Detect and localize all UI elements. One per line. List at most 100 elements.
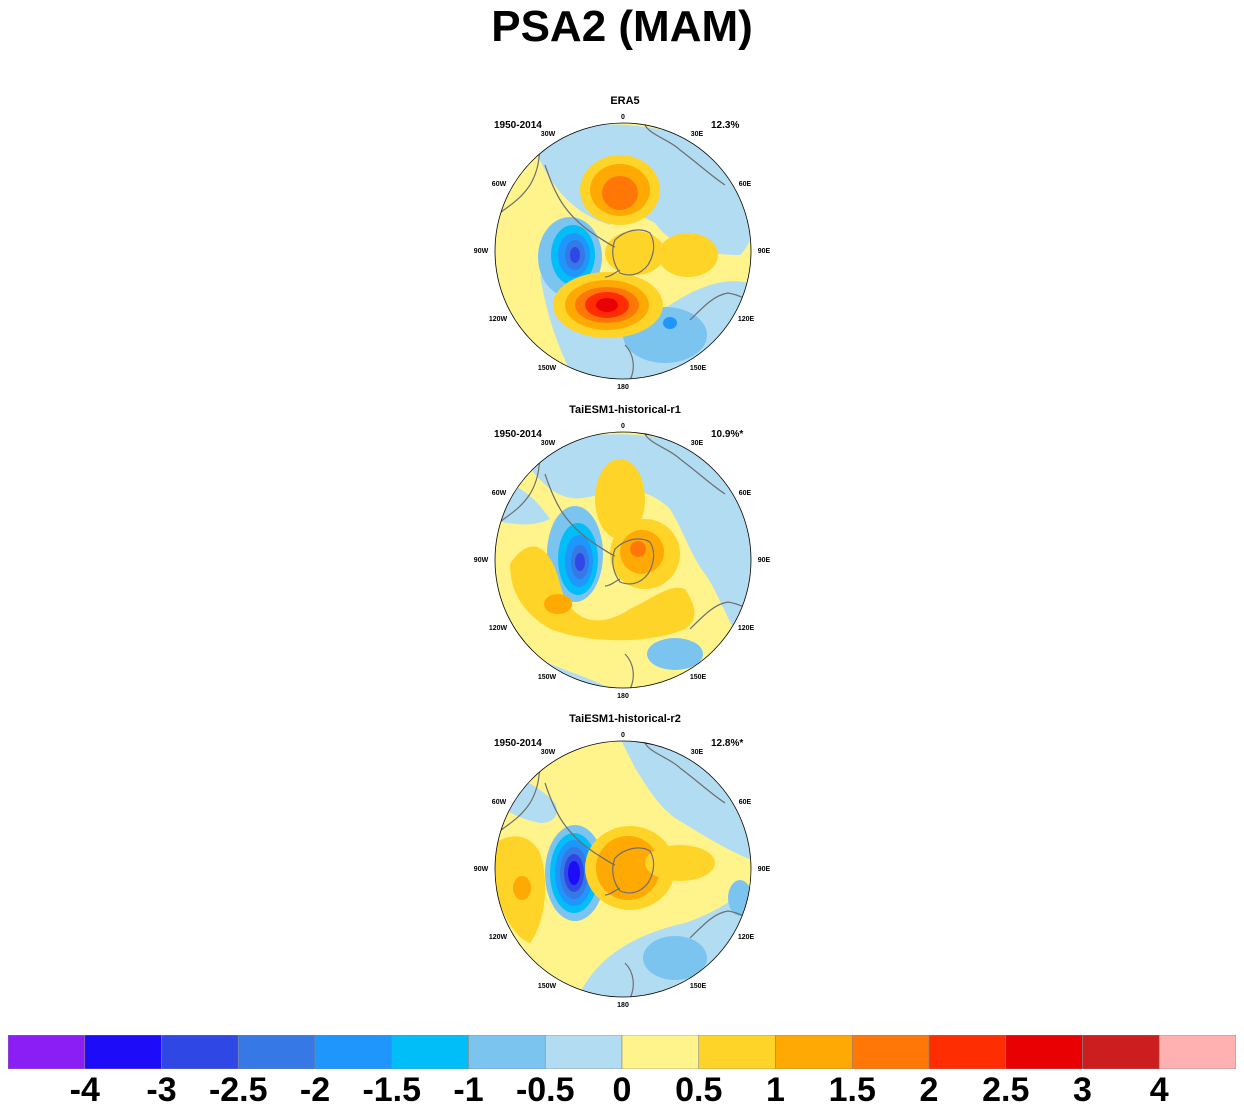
coastlines — [499, 433, 751, 688]
colorbar-tick-label: -0.5 — [515, 1071, 575, 1109]
colorbar-box — [1005, 1035, 1083, 1069]
colorbar-box — [1158, 1035, 1236, 1069]
period-label: 1950-2014 — [494, 429, 542, 440]
colorbar-box — [851, 1035, 930, 1069]
polar-map: 0 30E 60E 90E 120E 150E 180 150W 120W 90… — [474, 114, 771, 391]
lon-label: 30W — [541, 131, 556, 138]
polar-map: 0 30E 60E 90E 120E 150E 180 150W 120W 90… — [474, 732, 771, 1009]
colorbar-box — [928, 1035, 1007, 1069]
lon-label: 0 — [621, 423, 625, 430]
lon-label: 180 — [617, 1002, 629, 1009]
lon-label: 30W — [541, 440, 556, 447]
longitude-labels: 0 30E 60E 90E 120E 150E 180 150W 120W 90… — [474, 114, 771, 391]
negative-anomaly-center — [575, 553, 585, 571]
variance-label: 12.3% — [711, 120, 740, 131]
lon-label: 90E — [758, 248, 771, 255]
colorbar — [8, 1035, 1236, 1069]
colorbar-tick-label: -2 — [299, 1071, 331, 1109]
positive-anomaly-center — [602, 176, 638, 210]
colorbar-tick-label: -2.5 — [208, 1071, 268, 1109]
lon-label: 150W — [538, 983, 557, 990]
variance-label: 12.8%* — [711, 738, 744, 749]
colorbar-box — [775, 1035, 853, 1069]
lon-label: 90W — [474, 248, 489, 255]
colorbar-box — [8, 1035, 86, 1069]
colorbar-tick-label: 1 — [766, 1071, 785, 1109]
lon-label: 0 — [621, 114, 625, 121]
colorbar-tick-label: -4 — [69, 1071, 100, 1109]
longitude-labels: 0 30E 60E 90E 120E 150E 180 150W 120W 90… — [474, 732, 771, 1009]
colorbar-tick-label: -1 — [453, 1071, 484, 1109]
positive-anomaly-center — [596, 298, 618, 312]
negative-anomaly-center — [570, 247, 580, 263]
lon-label: 30W — [541, 749, 556, 756]
positive-anomaly-region — [510, 546, 695, 641]
lon-label: 150E — [690, 365, 707, 372]
lon-label: 60E — [739, 490, 752, 497]
lon-label: 150W — [538, 674, 557, 681]
lon-label: 90W — [474, 866, 489, 873]
colorbar-box — [621, 1035, 700, 1069]
colorbar-box — [391, 1035, 469, 1069]
positive-anomaly-region — [595, 459, 645, 539]
panel-title: TaiESM1-historical-r1 — [569, 404, 681, 416]
colorbar-box — [1082, 1035, 1160, 1069]
figure-title: PSA2 (MAM) — [491, 2, 753, 51]
lon-label: 30E — [691, 440, 704, 447]
lon-label: 180 — [617, 693, 629, 700]
lon-label: 120E — [738, 934, 755, 941]
positive-anomaly-region — [544, 594, 572, 614]
colorbar-tick-label: -1.5 — [362, 1071, 422, 1109]
colorbar-box — [544, 1035, 623, 1069]
panel-title: TaiESM1-historical-r2 — [569, 713, 681, 725]
colorbar-box — [161, 1035, 239, 1069]
longitude-labels: 0 30E 60E 90E 120E 150E 180 150W 120W 90… — [474, 423, 771, 700]
negative-anomaly-region — [643, 936, 707, 980]
lon-label: 150E — [690, 983, 707, 990]
colorbar-tick-label: 2 — [919, 1071, 939, 1109]
positive-anomaly-region — [605, 231, 665, 275]
colorbar-box — [698, 1035, 776, 1069]
colorbar-box — [237, 1035, 316, 1069]
lon-label: 60W — [492, 799, 507, 806]
positive-anomaly-region — [658, 233, 718, 277]
colorbar-tick-label: 4 — [1149, 1071, 1169, 1109]
variance-label: 10.9%* — [711, 429, 744, 440]
period-label: 1950-2014 — [494, 738, 542, 749]
colorbar-tick-label: -3 — [146, 1071, 177, 1109]
positive-anomaly-center — [630, 541, 646, 557]
colorbar-box — [314, 1035, 393, 1069]
map-panel-r2: TaiESM1-historical-r2 1950-2014 12.8%* — [470, 713, 780, 1013]
lon-label: 90E — [758, 557, 771, 564]
negative-anomaly-region — [647, 638, 703, 670]
lon-label: 90W — [474, 557, 489, 564]
lon-label: 60E — [739, 799, 752, 806]
colorbar-tick-label: 1.5 — [828, 1071, 876, 1109]
map-boundary — [494, 431, 752, 689]
negative-anomaly-center — [568, 861, 580, 885]
colorbar-tick-label: 2.5 — [982, 1071, 1030, 1109]
period-label: 1950-2014 — [494, 120, 542, 131]
lon-label: 120W — [489, 934, 508, 941]
lon-label: 120W — [489, 625, 508, 632]
polar-map: 0 30E 60E 90E 120E 150E 180 150W 120W 90… — [474, 423, 771, 700]
lon-label: 0 — [621, 732, 625, 739]
lon-label: 30E — [691, 131, 704, 138]
lon-label: 150E — [690, 674, 707, 681]
lon-label: 180 — [617, 384, 629, 391]
map-boundary — [494, 740, 752, 998]
negative-anomaly-region — [728, 880, 751, 916]
colorbar-tick-label: 3 — [1073, 1071, 1092, 1109]
negative-anomaly-center — [663, 317, 677, 329]
lon-label: 60W — [492, 181, 507, 188]
panel-title: ERA5 — [610, 95, 640, 107]
negative-anomaly-region — [520, 434, 751, 664]
map-panel-r1: TaiESM1-historical-r1 1950-2014 10.9%* — [470, 404, 780, 704]
lon-label: 150W — [538, 365, 557, 372]
lon-label: 60W — [492, 490, 507, 497]
colorbar-tick-label: 0 — [612, 1071, 632, 1109]
colorbar-box — [84, 1035, 162, 1069]
lon-label: 120E — [738, 316, 755, 323]
map-boundary — [494, 122, 752, 380]
lon-label: 120W — [489, 316, 508, 323]
